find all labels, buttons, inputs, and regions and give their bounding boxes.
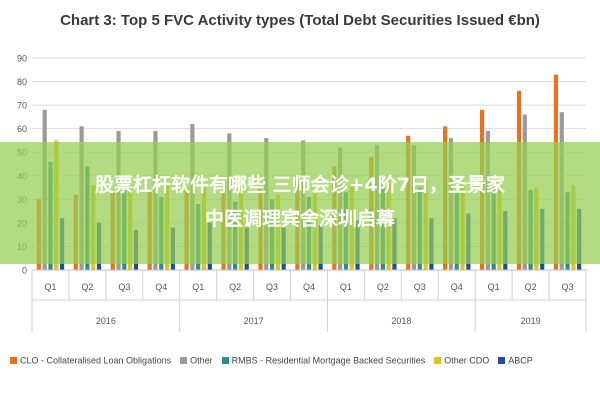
y-tick-label: 0 (22, 266, 27, 276)
year-label: 2018 (391, 316, 411, 326)
x-tick-label: Q2 (377, 282, 389, 292)
x-tick-label: Q1 (192, 282, 204, 292)
legend-label: Other CDO (444, 355, 490, 366)
y-tick-label: 60 (17, 124, 27, 134)
legend-label: RMBS - Residential Mortgage Backed Secur… (231, 355, 426, 366)
legend-item: CLO - Collateralised Loan Obligations (10, 355, 171, 366)
x-tick-label: Q4 (451, 282, 463, 292)
legend-label: ABCP (508, 355, 533, 366)
legend-swatch (498, 357, 506, 365)
x-tick-label: Q1 (488, 282, 500, 292)
legend-label: CLO - Collateralised Loan Obligations (20, 355, 172, 366)
x-tick-label: Q1 (340, 282, 352, 292)
x-tick-label: Q1 (44, 282, 56, 292)
legend-item: Other CDO (434, 355, 489, 366)
watermark-text-line-1: 股票杠杆软件有哪些 三师会诊+4阶7日，圣景家 (95, 174, 505, 196)
y-tick-label: 90 (17, 54, 27, 64)
x-tick-label: Q2 (229, 282, 241, 292)
x-tick-label: Q3 (414, 282, 426, 292)
legend-swatch (180, 357, 188, 365)
x-tick-label: Q2 (525, 282, 537, 292)
year-label: 2017 (244, 316, 264, 326)
legend-item: ABCP (498, 355, 533, 366)
chart-legend: CLO - Collateralised Loan Obligations Oth… (10, 355, 600, 371)
x-tick-label: Q4 (155, 282, 167, 292)
x-tick-label: Q3 (562, 282, 574, 292)
x-tick-label: Q3 (266, 282, 278, 292)
legend-item: RMBS - Residential Mortgage Backed Secur… (221, 355, 426, 366)
year-label: 2019 (521, 316, 541, 326)
legend-swatch (434, 357, 442, 365)
watermark-overlay: 股票杠杆软件有哪些 三师会诊+4阶7日，圣景家 中医调理宾舍深圳启幕 (0, 142, 600, 264)
x-tick-label: Q4 (303, 282, 315, 292)
watermark-text-line-2: 中医调理宾舍深圳启幕 (204, 208, 395, 230)
x-tick-label: Q2 (81, 282, 93, 292)
y-tick-label: 80 (17, 77, 27, 87)
x-tick-label: Q3 (118, 282, 130, 292)
legend-label: Other (190, 355, 213, 366)
y-tick-label: 70 (17, 101, 27, 111)
legend-swatch (10, 357, 17, 365)
year-label: 2016 (96, 316, 116, 326)
chart-title: Chart 3: Top 5 FVC Activity types (Total… (60, 12, 540, 29)
legend-item: Other (180, 355, 213, 366)
legend-swatch (221, 357, 229, 365)
